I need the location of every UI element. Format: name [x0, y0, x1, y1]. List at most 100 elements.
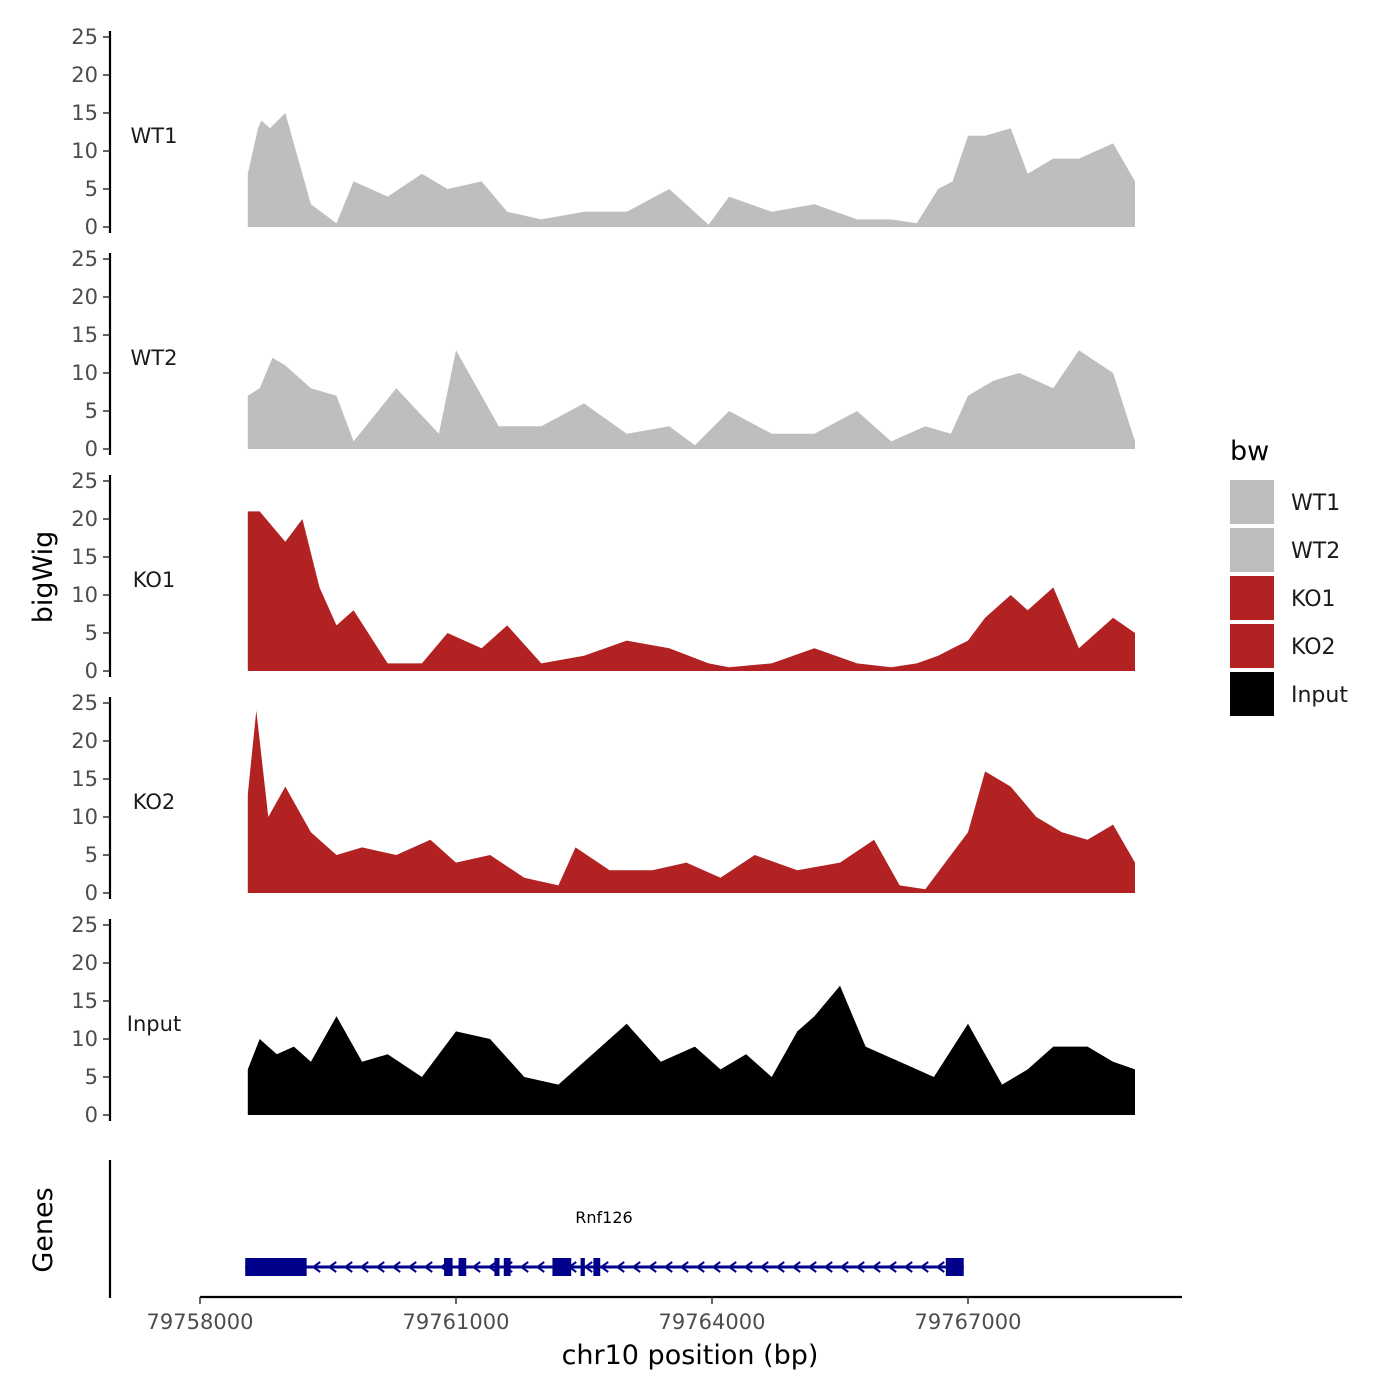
exon [945, 1258, 964, 1276]
strand-arrow [743, 1261, 753, 1273]
y-tick-label: 10 [71, 583, 98, 607]
strand-arrow [663, 1261, 673, 1273]
exon [245, 1258, 307, 1276]
strand-arrow [311, 1261, 321, 1273]
y-tick-label: 5 [85, 177, 98, 201]
strand-arrow [935, 1261, 945, 1273]
legend-swatch-wt2 [1230, 528, 1274, 572]
y-tick-label: 25 [71, 25, 98, 49]
track-label-wt1: WT1 [131, 124, 178, 148]
x-tick-label: 79761000 [403, 1310, 510, 1334]
strand-arrow [775, 1261, 785, 1273]
strand-arrow [535, 1261, 545, 1273]
legend-swatch-wt1 [1230, 480, 1274, 524]
track-panel-wt1: 0 5 10 15 20 25 WT1 [71, 25, 1136, 239]
exon [494, 1258, 500, 1276]
y-tick-label: 25 [71, 691, 98, 715]
track-panel-wt2: 0 5 10 15 20 25 WT2 [71, 247, 1136, 461]
y-tick-label: 0 [85, 1103, 98, 1127]
y-tick-label: 5 [85, 843, 98, 867]
y-tick-label: 15 [71, 767, 98, 791]
strand-arrow [855, 1261, 865, 1273]
strand-arrow [631, 1261, 641, 1273]
gene-name-label: Rnf126 [575, 1208, 632, 1227]
coverage-area-input [247, 985, 1136, 1115]
y-tick-label: 15 [71, 101, 98, 125]
strand-arrow [711, 1261, 721, 1273]
track-label-input: Input [127, 1012, 181, 1036]
track-panels: 0510152025WT10510152025WT20510152025KO10… [71, 25, 1136, 1127]
y-tick-label: 20 [71, 285, 98, 309]
coverage-area-wt1 [247, 113, 1136, 227]
coverage-area-ko2 [247, 710, 1136, 893]
track-label-ko1: KO1 [133, 568, 176, 592]
x-tick-label: 79764000 [659, 1310, 766, 1334]
strand-arrow [647, 1261, 657, 1273]
gene-track: Rnf126 [108, 1160, 964, 1298]
strand-arrow [871, 1261, 881, 1273]
coverage-area-wt2 [247, 350, 1136, 449]
track-label-wt2: WT2 [131, 346, 178, 370]
y-tick-label: 20 [71, 507, 98, 531]
strand-arrow [839, 1261, 849, 1273]
strand-arrow [615, 1261, 625, 1273]
strand-arrow [887, 1261, 897, 1273]
track-panel-input: 0 5 10 15 20 25 Input [71, 913, 1136, 1127]
strand-arrow [791, 1261, 801, 1273]
legend-swatch-ko2 [1230, 624, 1274, 668]
y-tick-label: 15 [71, 545, 98, 569]
legend-title: bw [1230, 436, 1269, 467]
y-tick-label: 0 [85, 215, 98, 239]
legend: bw WT1 WT2 KO1 KO2 Input [1230, 436, 1348, 716]
legend-label-wt1: WT1 [1291, 491, 1340, 516]
y-tick-label: 0 [85, 659, 98, 683]
legend-label-input: Input [1291, 683, 1348, 708]
x-axis-title: chr10 position (bp) [562, 1340, 819, 1371]
y-tick-label: 25 [71, 469, 98, 493]
strand-arrow [423, 1261, 433, 1273]
strand-arrow [407, 1261, 417, 1273]
y-tick-label: 10 [71, 1027, 98, 1051]
y-tick-label: 0 [85, 881, 98, 905]
y-tick-label: 10 [71, 361, 98, 385]
y-tick-label: 5 [85, 1065, 98, 1089]
strand-arrow [391, 1261, 401, 1273]
strand-arrow [359, 1261, 369, 1273]
y-axis-title: bigWig [28, 531, 59, 624]
legend-label-ko1: KO1 [1291, 587, 1336, 612]
strand-arrow [823, 1261, 833, 1273]
strand-arrow [343, 1261, 353, 1273]
strand-arrow [327, 1261, 337, 1273]
x-tick-label: 79758000 [147, 1310, 254, 1334]
strand-arrow [903, 1261, 913, 1273]
legend-label-ko2: KO2 [1291, 635, 1336, 660]
strand-arrow [519, 1261, 529, 1273]
genes-axis-title: Genes [28, 1187, 59, 1272]
y-tick-label: 15 [71, 989, 98, 1013]
strand-arrow [471, 1261, 481, 1273]
y-tick-label: 5 [85, 621, 98, 645]
x-axis: 79758000 79761000 79764000 79767000 [147, 1295, 1182, 1334]
strand-arrow [919, 1261, 929, 1273]
exon [503, 1258, 511, 1276]
legend-label-wt2: WT2 [1291, 539, 1340, 564]
strand-arrow [695, 1261, 705, 1273]
strand-arrow [375, 1261, 385, 1273]
exon [444, 1258, 453, 1276]
x-tick-label: 79767000 [915, 1310, 1022, 1334]
y-tick-label: 20 [71, 951, 98, 975]
track-label-ko2: KO2 [133, 790, 176, 814]
legend-swatch-input [1230, 672, 1274, 716]
y-tick-label: 0 [85, 437, 98, 461]
exon [458, 1258, 467, 1276]
strand-arrow [599, 1261, 609, 1273]
strand-arrow [583, 1261, 593, 1273]
exon [580, 1258, 585, 1276]
exon [552, 1258, 572, 1276]
y-tick-label: 10 [71, 139, 98, 163]
strand-arrow [727, 1261, 737, 1273]
y-tick-label: 20 [71, 63, 98, 87]
strand-arrow [679, 1261, 689, 1273]
track-panel-ko1: 0 5 10 15 20 25 KO1 [71, 469, 1136, 683]
